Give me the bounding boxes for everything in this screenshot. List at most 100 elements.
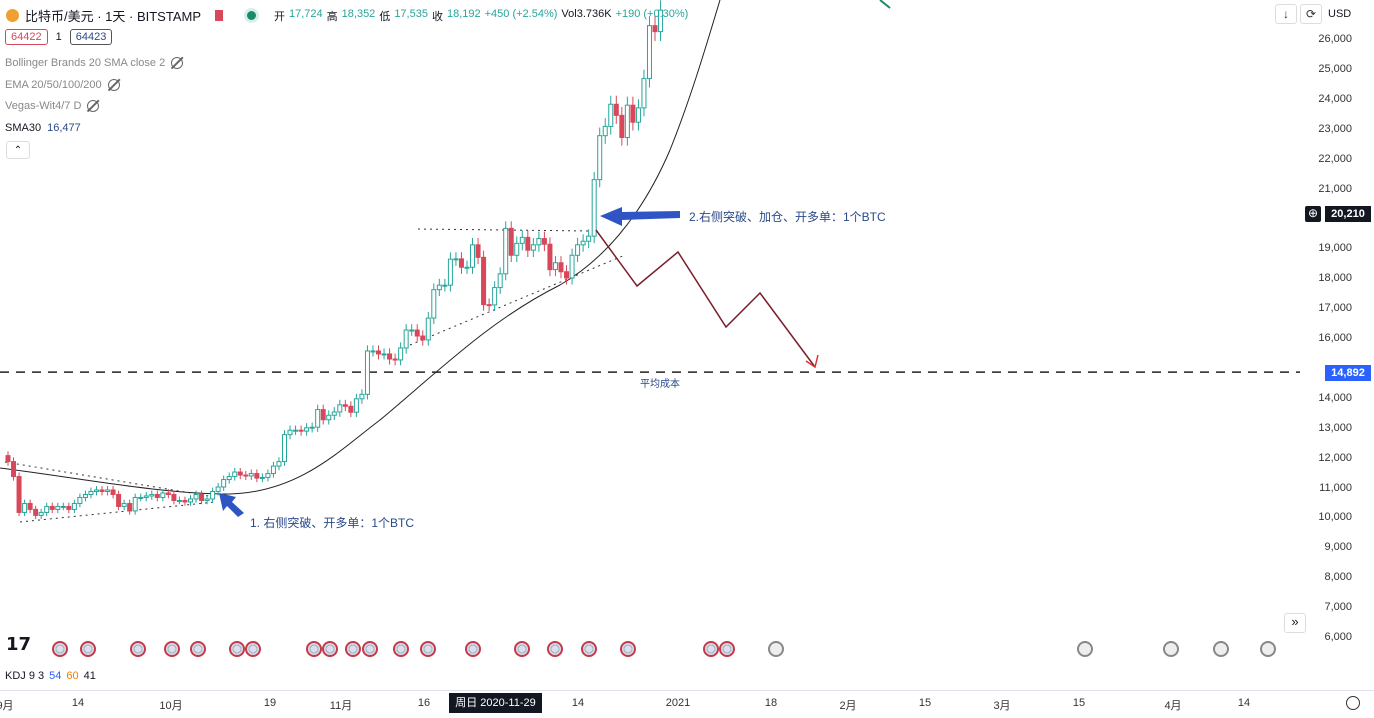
arrow-1-icon [219, 493, 244, 517]
economic-event-icon[interactable] [345, 641, 361, 657]
avg-cost-label: 平均成本 [640, 379, 680, 390]
economic-event-icon[interactable] [245, 641, 261, 657]
price-tick: 14,000 [1318, 391, 1352, 404]
time-tick: 10月 [159, 700, 183, 712]
earnings-event-icon[interactable] [1077, 641, 1093, 657]
economic-event-icon[interactable] [164, 641, 180, 657]
candle-body [38, 511, 44, 516]
candle-body [77, 496, 83, 504]
economic-event-icon[interactable] [547, 641, 563, 657]
earnings-event-icon[interactable] [1260, 641, 1276, 657]
candle-body [199, 493, 205, 501]
economic-event-icon[interactable] [703, 641, 719, 657]
economic-event-icon[interactable] [306, 641, 322, 657]
candle-body [376, 350, 382, 355]
candle-body [110, 489, 116, 495]
candle-body [409, 329, 415, 332]
candle-body [552, 262, 558, 271]
economic-event-icon[interactable] [719, 641, 735, 657]
economic-event-icon[interactable] [514, 641, 530, 657]
sell-button[interactable]: 64422 [5, 29, 48, 45]
candle-body [348, 405, 354, 413]
economic-event-icon[interactable] [80, 641, 96, 657]
economic-event-icon[interactable] [229, 641, 245, 657]
price-chart[interactable] [0, 0, 1300, 690]
candle-body [519, 236, 525, 244]
economic-event-icon[interactable] [322, 641, 338, 657]
spread: 1 [55, 31, 62, 43]
candle-body [558, 262, 564, 273]
candle-body [326, 414, 332, 421]
economic-event-icon[interactable] [465, 641, 481, 657]
candle-body [541, 238, 547, 245]
projection-arrowhead [805, 354, 819, 369]
candle-body [143, 495, 149, 498]
candle-body [619, 114, 625, 138]
download-button[interactable]: ↓ [1275, 4, 1297, 24]
time-tick: 15 [1072, 697, 1086, 709]
buy-button[interactable]: 64423 [69, 29, 113, 45]
economic-event-icon[interactable] [130, 641, 146, 657]
candle-body [116, 493, 122, 507]
indicator-bollinger[interactable]: Bollinger Brands 20 SMA close 2 [5, 57, 184, 69]
candle-body [93, 489, 99, 492]
kdj-legend[interactable]: KDJ 9 3 54 60 41 [5, 670, 96, 682]
indicator-sma30[interactable]: SMA30 16,477 [5, 122, 81, 134]
add-alert-icon[interactable]: ⊕ [1305, 206, 1321, 222]
candle-body [176, 499, 182, 502]
candle-body [132, 496, 138, 512]
price-tick: 17,000 [1318, 302, 1352, 315]
economic-event-icon[interactable] [362, 641, 378, 657]
price-tick: 11,000 [1319, 481, 1352, 494]
economic-event-icon[interactable] [420, 641, 436, 657]
triangle-lower-line [19, 501, 216, 523]
candle-body [602, 125, 608, 137]
economic-event-icon[interactable] [620, 641, 636, 657]
candle-body [27, 502, 33, 510]
currency-select[interactable]: USD [1328, 8, 1352, 20]
earnings-event-icon[interactable] [1213, 641, 1229, 657]
economic-event-icon[interactable] [52, 641, 68, 657]
eye-off-icon[interactable] [107, 79, 120, 91]
candle-body [270, 465, 276, 475]
tradingview-logo[interactable]: 17 [6, 634, 32, 655]
candle-body [525, 236, 531, 251]
time-tick: 14 [1237, 697, 1251, 709]
time-cursor-label: 周日 2020-11-29 [449, 693, 542, 713]
candle-body [138, 496, 144, 499]
support-line [409, 254, 626, 346]
price-tick: 8,000 [1324, 571, 1352, 584]
candle-body [497, 273, 503, 289]
market-status-icon [247, 11, 256, 20]
candle-body [154, 493, 160, 498]
candle-body [658, 9, 664, 33]
price-tick: 9,000 [1324, 541, 1352, 554]
earnings-event-icon[interactable] [1163, 641, 1179, 657]
economic-event-icon[interactable] [393, 641, 409, 657]
price-tick: 13,000 [1318, 421, 1352, 434]
symbol-title[interactable]: 比特币/美元 · 1天 · BITSTAMP [25, 9, 201, 24]
candle-body [105, 489, 111, 492]
scroll-to-latest-button[interactable]: » [1284, 613, 1306, 633]
flag-icon[interactable] [215, 10, 223, 21]
price-tick: 21,000 [1318, 182, 1352, 195]
candle-body [353, 398, 359, 413]
candle-body [342, 404, 348, 407]
candle-body [431, 289, 437, 319]
settings-eye-icon[interactable] [1346, 696, 1360, 710]
candle-body [60, 505, 66, 508]
indicator-ema[interactable]: EMA 20/50/100/200 [5, 79, 120, 91]
eye-off-icon[interactable] [87, 100, 100, 112]
candle-body [569, 254, 575, 279]
economic-event-icon[interactable] [190, 641, 206, 657]
refresh-button[interactable]: ⟳ [1300, 4, 1322, 24]
current-price-label: 20,210 [1325, 206, 1371, 222]
eye-off-icon[interactable] [171, 57, 184, 69]
collapse-legend-button[interactable]: ⌃ [6, 141, 30, 159]
indicator-vegas[interactable]: Vegas-Wit4/7 D [5, 100, 100, 112]
candle-body [320, 409, 326, 421]
earnings-event-icon[interactable] [768, 641, 784, 657]
economic-event-icon[interactable] [581, 641, 597, 657]
candle-body [447, 258, 453, 286]
time-tick: 2021 [665, 697, 691, 709]
